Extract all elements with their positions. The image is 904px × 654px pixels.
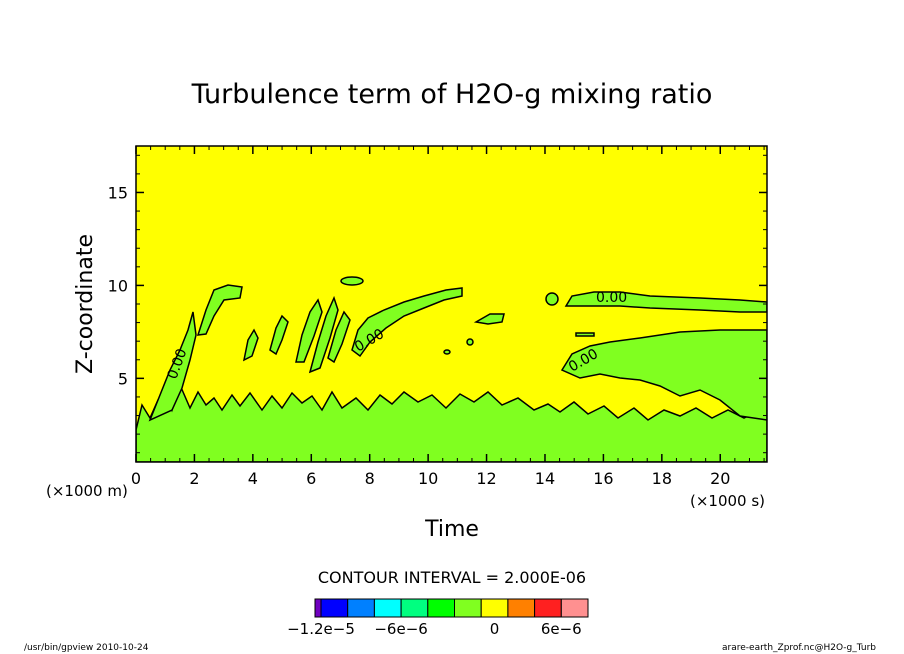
contour-blob-b: [545, 292, 559, 306]
y-tick-label: 15: [108, 183, 128, 202]
colorbar-swatch: [534, 598, 562, 618]
contour-dot-3: [575, 332, 595, 337]
contour-region-lower-right: [560, 329, 767, 421]
axis-ticks: [135, 146, 767, 462]
footer-right: arare-earth_Zprof.nc@H2O-g_Turb: [722, 643, 876, 653]
y-tick-labels: 5 10 15: [108, 183, 128, 388]
colorbar-tick-label: 6e−6: [541, 620, 582, 638]
x-tick-labels: 0 2 4 6 8 10 12 14 16 18 20: [131, 469, 731, 488]
x-tick-label: 12: [476, 469, 496, 488]
colorbar: [314, 598, 589, 618]
y-tick-label: 10: [108, 276, 128, 295]
colorbar-swatch: [480, 598, 509, 618]
contour-streak-5: [242, 328, 259, 362]
contour-interval-text: CONTOUR INTERVAL = 2.000E-06: [318, 568, 586, 587]
contour-region-low-band: [136, 382, 767, 462]
colorbar-swatch: [320, 598, 349, 618]
colorbar-tick-label: 0: [490, 620, 500, 638]
contour-region-upper-band: [564, 291, 767, 313]
colorbar-swatch: [507, 598, 536, 618]
colorbar-swatch: [347, 598, 375, 618]
chart-title: Turbulence term of H2O-g mixing ratio: [191, 79, 713, 110]
x-tick-label: 16: [593, 469, 613, 488]
contour-streak-2: [308, 295, 339, 374]
colorbar-swatch: [373, 598, 402, 618]
contour-dot-1: [443, 349, 451, 355]
x-axis-label: Time: [424, 517, 479, 542]
contour-streak-1: [295, 298, 323, 363]
contour-streak-3: [327, 310, 351, 364]
colorbar-swatch: [427, 598, 455, 618]
contour-region-plume-early: [148, 311, 197, 422]
contour-region-patch-a: [196, 284, 243, 336]
colorbar-swatch: [400, 598, 429, 618]
colorbar-swatch: [560, 598, 589, 618]
contour-region-midband: [351, 287, 463, 358]
x-unit-label: (×1000 s): [690, 492, 765, 510]
colorbar-tick-labels: −1.2e−5 −6e−6 0 6e−6: [287, 620, 582, 638]
footer-left: /usr/bin/gpview 2010-10-24: [24, 643, 149, 653]
y-axis-label: Z-coordinate: [73, 234, 98, 374]
colorbar-tick-label: −1.2e−5: [287, 620, 355, 638]
x-tick-label: 18: [652, 469, 672, 488]
colorbar-swatch: [314, 598, 322, 618]
contour-blob-a: [340, 276, 364, 286]
x-tick-label: 10: [418, 469, 438, 488]
colorbar-tick-label: −6e−6: [374, 620, 427, 638]
contour-streak-4: [269, 314, 289, 356]
x-tick-label: 14: [535, 469, 555, 488]
y-unit-label: (×1000 m): [46, 482, 128, 500]
x-tick-label: 8: [365, 469, 375, 488]
x-tick-label: 0: [131, 469, 141, 488]
contour-dot-2: [466, 338, 474, 346]
colorbar-swatch: [454, 598, 482, 618]
x-tick-label: 6: [306, 469, 316, 488]
x-tick-label: 20: [710, 469, 730, 488]
y-tick-label: 5: [118, 369, 128, 388]
x-tick-label: 4: [248, 469, 258, 488]
x-tick-label: 2: [189, 469, 199, 488]
plot-area: [136, 146, 767, 462]
contour-region-patch-b: [473, 313, 505, 325]
contour-label-1: 0.00: [596, 290, 627, 306]
